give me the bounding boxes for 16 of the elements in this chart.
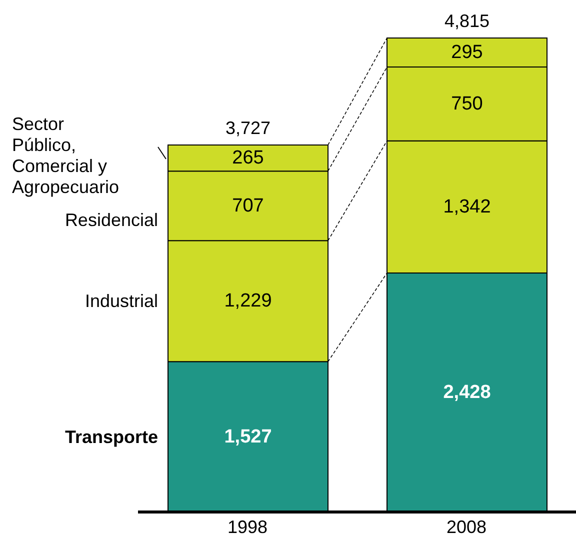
- series-label: Residencial: [64, 210, 158, 230]
- data-label: 707: [232, 195, 264, 216]
- x-tick-label: 1998: [227, 516, 268, 537]
- data-label: 1,229: [224, 290, 272, 312]
- series-label: Industrial: [84, 291, 158, 312]
- data-label: 750: [451, 93, 483, 114]
- data-label: 1,342: [443, 196, 491, 218]
- total-label: 4,815: [444, 10, 490, 31]
- legend-label: Sector Público, Comercial y Agropecuario: [12, 114, 120, 198]
- data-label: 295: [451, 42, 483, 63]
- data-label: 2,428: [443, 382, 491, 403]
- x-tick-label: 2008: [446, 516, 487, 537]
- data-label: 1,527: [224, 426, 272, 448]
- total-label: 3,727: [225, 118, 271, 138]
- series-label: Transporte: [64, 426, 158, 447]
- data-label: 265: [232, 148, 264, 169]
